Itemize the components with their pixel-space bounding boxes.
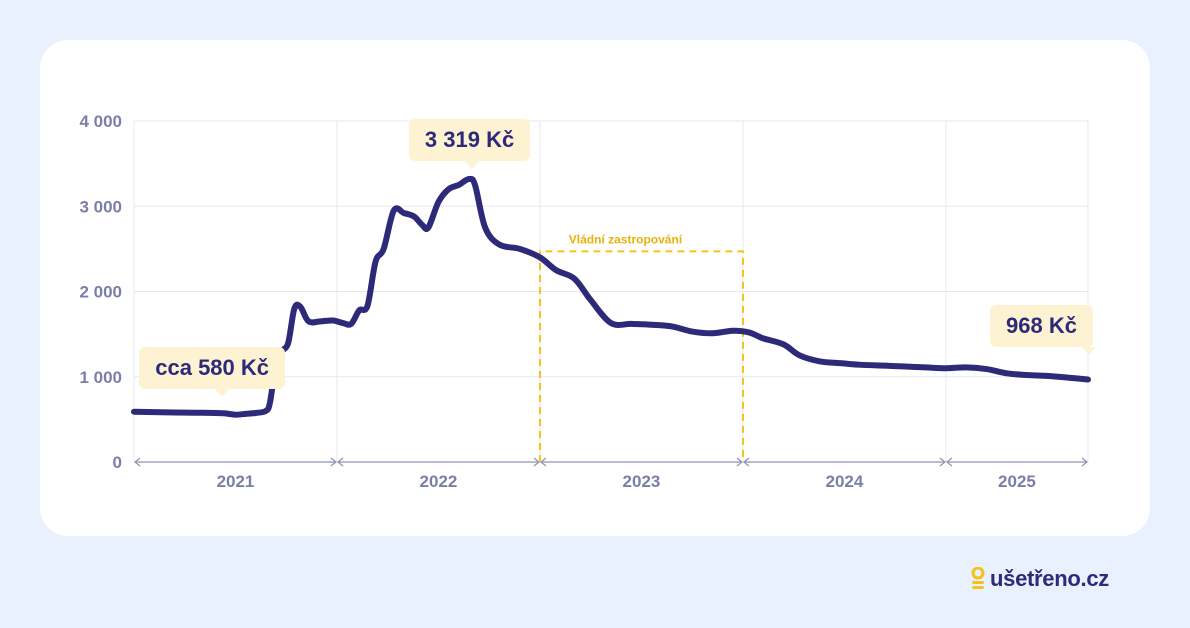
y-tick-label: 3 000 [79,197,122,216]
x-tick-label: 2025 [998,472,1036,491]
logo-text: ušetřeno.cz [990,566,1109,591]
x-tick-label: 2021 [217,472,255,491]
arrow-right-icon [939,457,946,467]
y-tick-label: 0 [113,453,122,472]
x-tick-label: 2022 [420,472,458,491]
callout-peak-label: 3 319 Kč [424,127,515,153]
callout-start-value: cca 580 Kč [139,346,286,397]
y-tick-label: 2 000 [79,283,122,302]
arrow-left-icon [134,457,141,467]
x-tick-label: 2024 [826,472,864,491]
arrow-left-icon [945,457,953,467]
callout-start-label: cca 580 Kč [155,354,270,380]
price-cap-range-box [538,250,744,462]
y-tick-label: 1 000 [79,368,122,387]
y-tick-label: 4 000 [79,112,122,131]
brand-logo[interactable]: ušetřeno.cz [970,566,1109,592]
line-chart: 0 1 000 2 000 3 000 4 000 2021 2022 2023 2024 202… [79,112,1091,491]
chart-card: 0 1 000 2 000 3 000 4 000 2021 2022 2023 2024 202… [40,40,1150,536]
arrow-right-icon [533,457,540,467]
x-tick-label: 2023 [623,472,661,491]
price-cap-label: Vládní zastropování [569,232,683,246]
arrow-right-icon [736,457,743,467]
coin-stack-icon [971,567,985,589]
arrow-right-icon [330,457,337,467]
callout-peak-value: 3 319 Kč [408,119,531,170]
arrow-left-icon [337,457,344,467]
callout-end-value: 968 Kč [990,305,1096,356]
arrow-right-icon [1081,457,1088,467]
callout-end-label: 968 Kč [1006,313,1077,339]
